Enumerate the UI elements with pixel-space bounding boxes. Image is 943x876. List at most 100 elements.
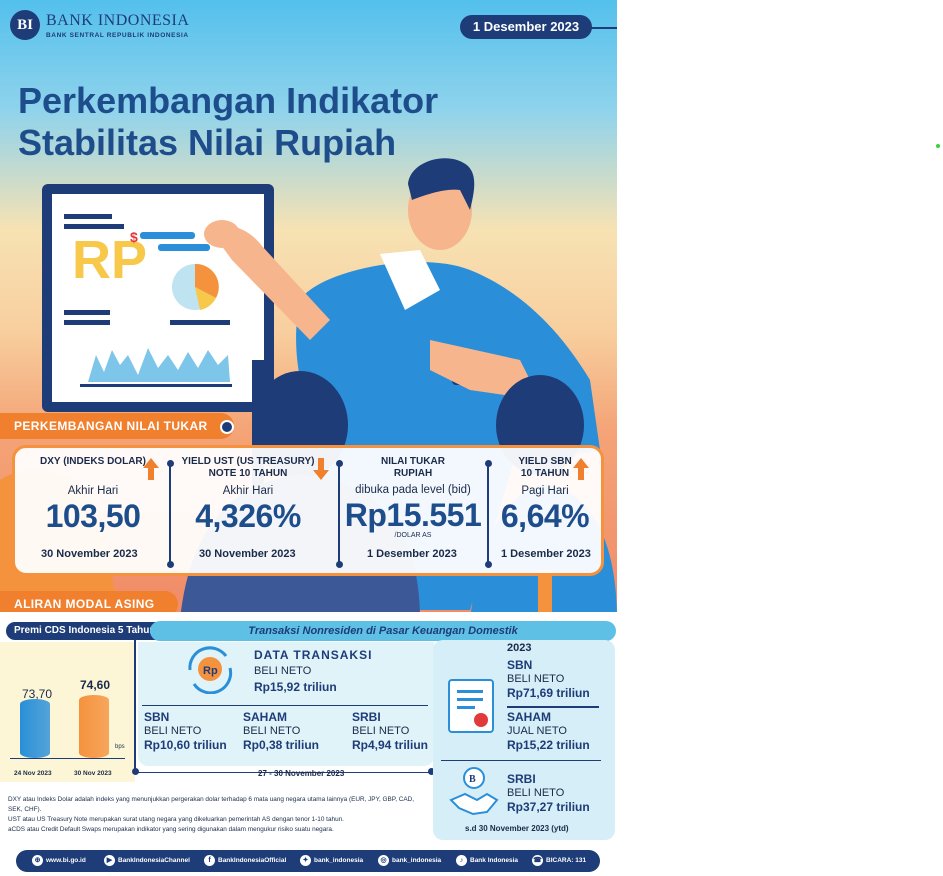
svg-text:Rp: Rp <box>203 665 218 677</box>
trx-item-name: SRBI <box>352 710 381 724</box>
divider-dot <box>335 460 343 467</box>
social-label: BankIndonesiaOfficial <box>218 857 287 864</box>
cds-panel: 73,70 74,60 bps 24 Nov 2023 30 Nov 2023 <box>0 642 135 782</box>
data-transaction-value: Rp15,92 triliun <box>254 680 337 694</box>
trx-item-name: SAHAM <box>243 710 287 724</box>
cds-value-1: 73,70 <box>22 687 53 701</box>
cds-title: Premi CDS Indonesia 5 Tahun <box>6 622 166 640</box>
year-item-sbn: SBN BELI NETO Rp71,69 triliun <box>507 658 590 700</box>
logo-brand-subtitle: BANK SENTRAL REPUBLIK INDONESIA <box>46 32 189 39</box>
year-label: 2023 <box>507 642 532 654</box>
indicator-unit: /DOLAR AS <box>394 532 432 539</box>
divider-dot <box>484 561 492 568</box>
social-label: bank_indonesia <box>392 857 442 864</box>
handshake-icon: B <box>449 767 499 816</box>
divider-dot <box>166 561 174 568</box>
divider-line <box>169 464 171 564</box>
year-item-name: SAHAM <box>507 710 551 724</box>
globe-icon: ⊕ <box>32 854 43 866</box>
divider-dot <box>484 460 492 467</box>
social-label: www.bi.go.id <box>46 857 86 864</box>
year-item-value: Rp71,69 triliun <box>507 686 590 700</box>
social-instagram[interactable]: ◎ bank_indonesia <box>378 850 441 872</box>
bank-indonesia-logo[interactable]: BI BANK INDONESIA BANK SENTRAL REPUBLIK … <box>10 8 189 44</box>
social-youtube[interactable]: ▶ BankIndonesiaChannel <box>104 850 190 872</box>
logo-mark-icon: BI <box>10 10 40 40</box>
social-label: BankIndonesiaChannel <box>118 857 190 864</box>
indicator-label: NILAI TUKAR <box>381 456 445 467</box>
indicator-label: YIELD SBN <box>518 456 572 467</box>
status-dot <box>936 144 940 148</box>
social-website[interactable]: ⊕ www.bi.go.id <box>32 850 86 872</box>
indicator-label-line-2: 10 TAHUN <box>520 468 570 479</box>
year-divider <box>441 760 601 761</box>
indicator-sublabel: Akhir Hari <box>222 485 274 497</box>
indicator-date: 1 Desember 2023 <box>501 548 591 560</box>
transactions-period: 27 - 30 November 2023 <box>258 769 345 778</box>
indicator-date: 30 November 2023 <box>199 548 296 560</box>
indicator-sublabel: Akhir Hari <box>67 485 119 497</box>
year-item-status: BELI NETO <box>507 787 565 799</box>
indicator-date: 1 Desember 2023 <box>367 548 457 560</box>
cds-baseline <box>10 758 125 759</box>
divider-line <box>487 464 489 564</box>
data-transaction-title: DATA TRANSAKSI <box>254 648 373 662</box>
trx-item-name: SBN <box>144 710 170 724</box>
transactions-panel: Rp DATA TRANSAKSI BELI NETO Rp15,92 tril… <box>138 642 434 766</box>
cds-unit: bps <box>115 744 125 750</box>
period-line <box>136 772 432 773</box>
footnote-cds: aCDS atau Credit Default Swaps merupakan… <box>8 826 334 833</box>
year-item-name: SBN <box>507 658 533 672</box>
indicator-yield-ust: YIELD UST (US TREASURY) NOTE 10 TAHUN Ak… <box>173 456 323 535</box>
trx-item-saham: SAHAM BELI NETO Rp0,38 triliun <box>243 710 319 752</box>
logo-brand-name: BANK INDONESIA <box>46 12 190 29</box>
indicator-sublabel: Pagi Hari <box>521 485 569 497</box>
indicator-label-line-2: NOTE 10 TAHUN <box>208 468 288 479</box>
trx-item-srbi: SRBI BELI NETO Rp4,94 triliun <box>352 710 428 752</box>
arrow-up-icon <box>143 458 159 480</box>
trx-item-status: BELI NETO <box>352 725 410 737</box>
cds-bar-24-nov <box>20 699 50 758</box>
year-item-value: Rp15,22 triliun <box>507 738 590 752</box>
svg-text:B: B <box>469 774 476 785</box>
indicator-label: DXY (INDEKS DOLAR) <box>40 456 146 467</box>
title-line-1: Perkembangan Indikator <box>18 80 439 121</box>
year-note: s.d 30 November 2023 (ytd) <box>465 824 569 833</box>
timeline-dot <box>131 768 139 775</box>
year-item-value: Rp37,27 triliun <box>507 800 590 814</box>
social-twitter[interactable]: ✦ bank_indonesia <box>300 850 363 872</box>
indicator-label-line-2: RUPIAH <box>393 468 433 479</box>
timeline-line <box>134 640 136 772</box>
divider-dot <box>335 561 343 568</box>
year-divider <box>507 706 599 708</box>
section-dot <box>220 420 234 434</box>
trx-item-value: Rp0,38 triliun <box>243 738 320 752</box>
indicator-label: YIELD UST (US TREASURY) <box>181 456 315 467</box>
indicator-value: 4,326% <box>195 498 301 534</box>
rupiah-exchange-icon: Rp <box>188 646 233 694</box>
tiktok-icon: ♪ <box>456 854 467 866</box>
indicator-value: Rp15.551 <box>344 497 482 533</box>
social-label: bank_indonesia <box>314 857 364 864</box>
indicator-value: 6,64% <box>500 498 590 534</box>
social-tiktok[interactable]: ♪ Bank Indonesia <box>456 850 518 872</box>
publication-date: 1 Desember 2023 <box>460 15 592 39</box>
trx-item-value: Rp4,94 triliun <box>352 738 429 752</box>
social-call-center[interactable]: ☎ BICARA: 131 <box>532 850 586 872</box>
social-facebook[interactable]: f BankIndonesiaOfficial <box>204 850 286 872</box>
phone-icon: ☎ <box>532 854 543 866</box>
board-letters: RP <box>72 230 147 290</box>
year-item-status: JUAL NETO <box>507 725 567 737</box>
cds-bar-30-nov <box>79 695 109 758</box>
transactions-divider <box>142 705 428 706</box>
twitter-icon: ✦ <box>300 854 311 866</box>
footnote-ust: UST atau US Treasury Note merupakan sura… <box>8 816 344 823</box>
indicator-card: DXY (INDEKS DOLAR) Akhir Hari 103,50 30 … <box>12 445 604 576</box>
indicator-dxy: DXY (INDEKS DOLAR) Akhir Hari 103,50 <box>19 456 167 535</box>
section-exchange-rate-heading: PERKEMBANGAN NILAI TUKAR <box>0 413 234 439</box>
footnote-dxy: DXY atau Indeks Dolar adalah indeks yang… <box>8 796 415 813</box>
youtube-icon: ▶ <box>104 854 115 866</box>
indicator-value: 103,50 <box>45 498 141 534</box>
year-item-saham: SAHAM JUAL NETO Rp15,22 triliun <box>507 710 590 752</box>
trx-item-status: BELI NETO <box>243 725 301 737</box>
